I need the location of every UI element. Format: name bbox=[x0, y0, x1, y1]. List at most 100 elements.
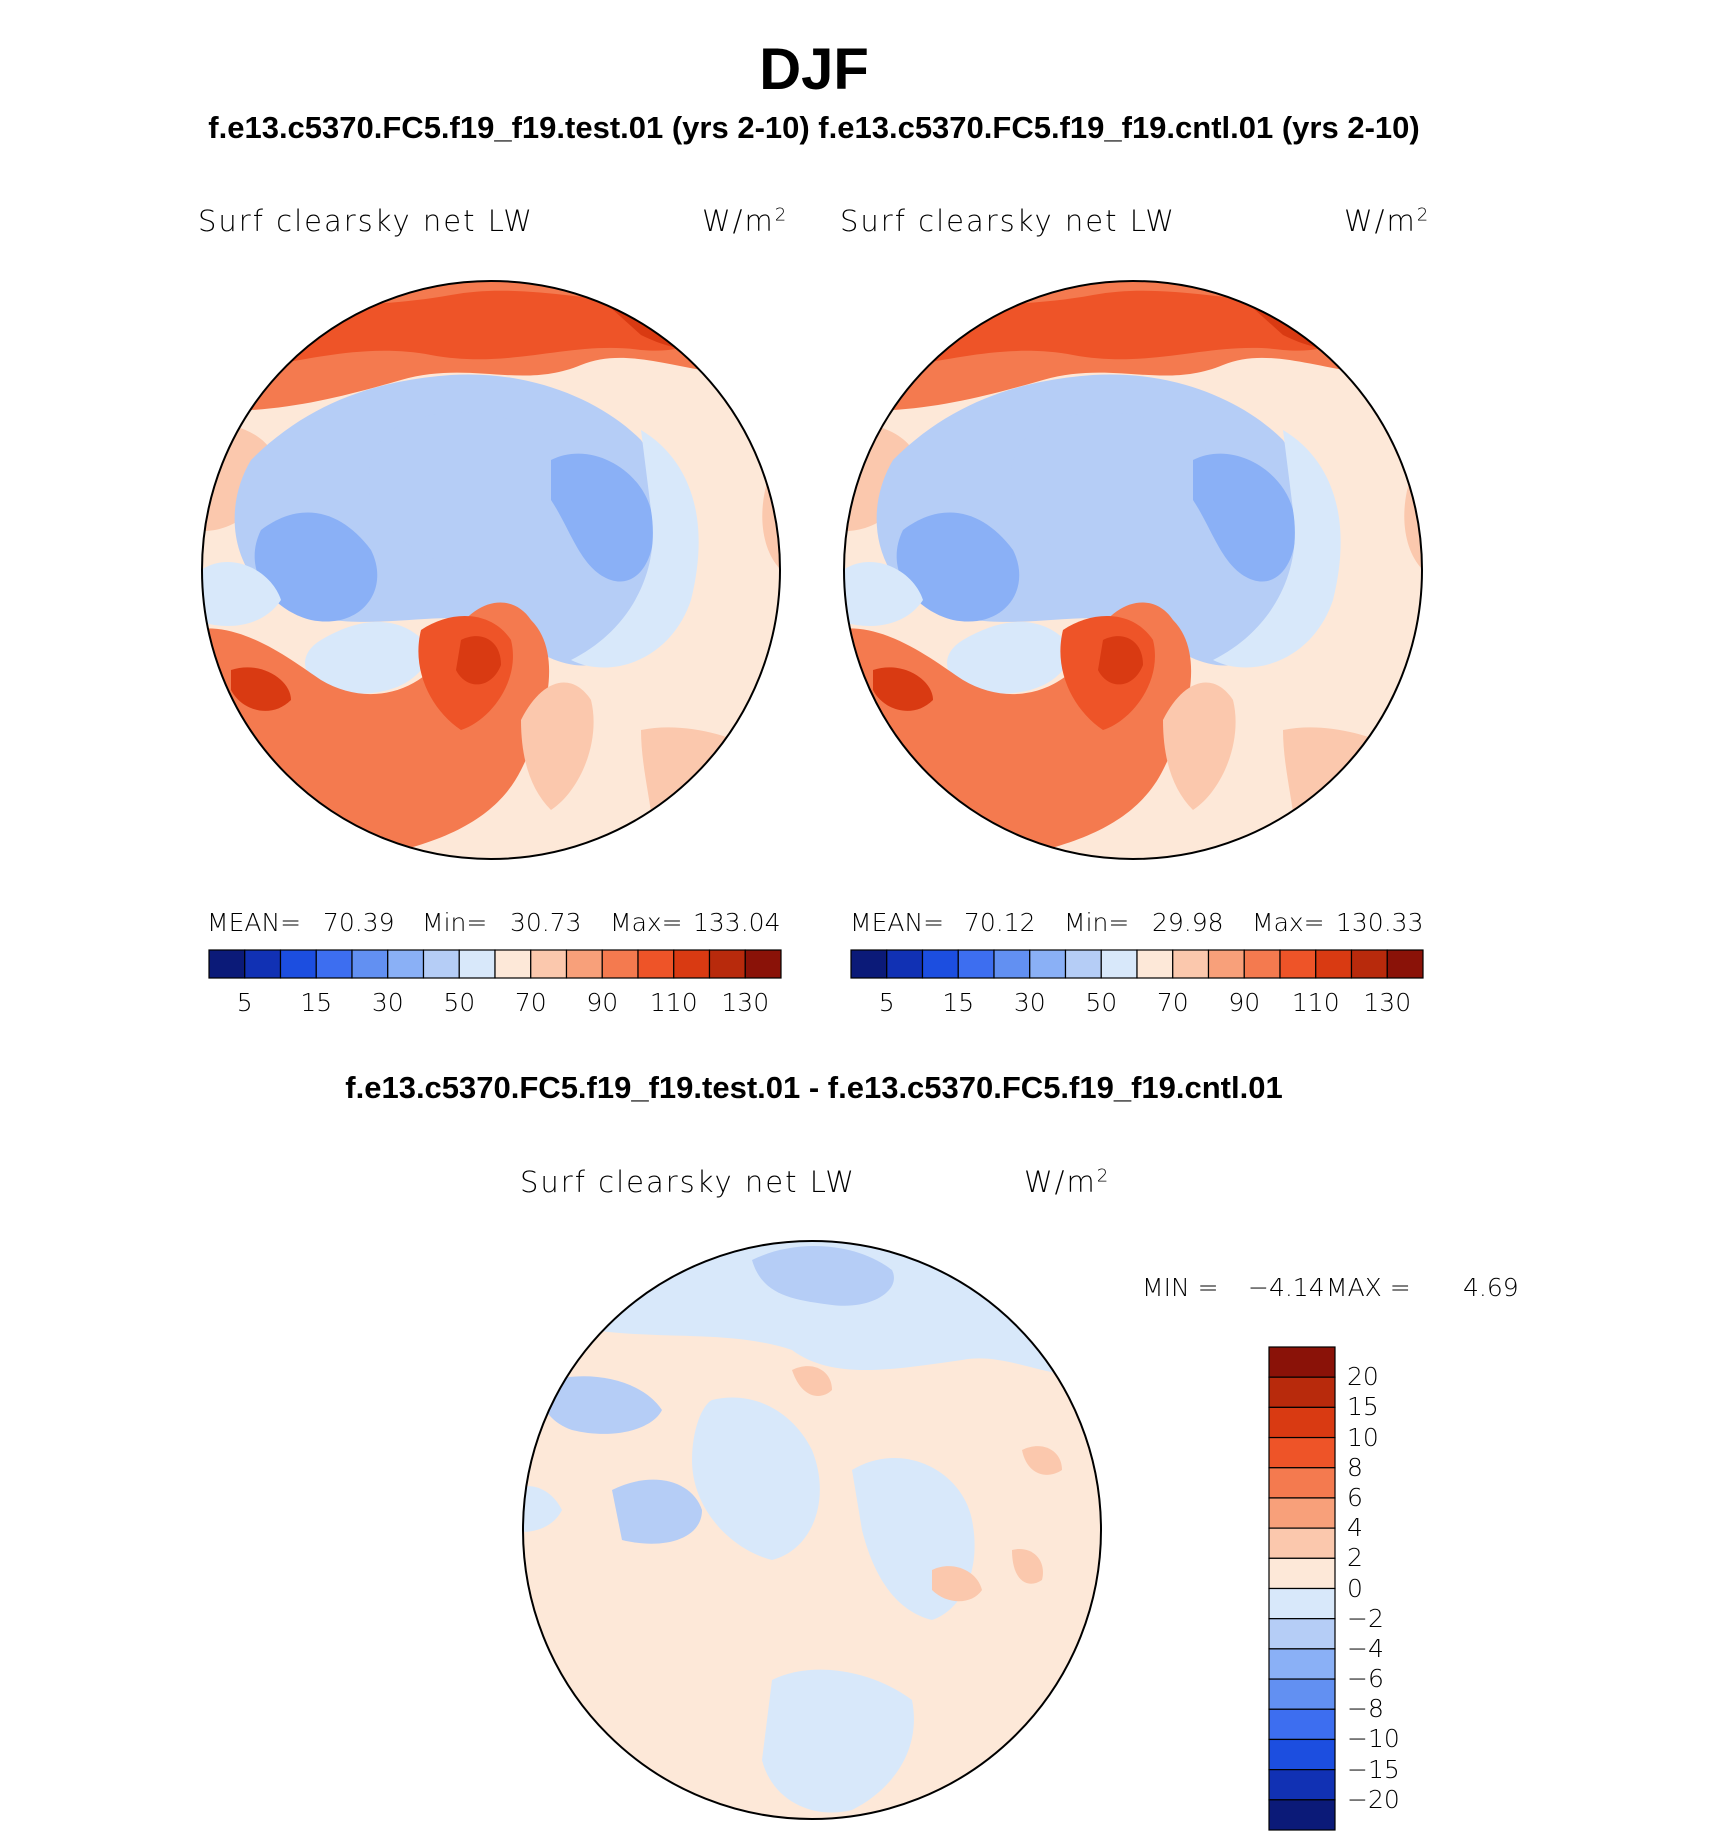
cntl-colorbar-swatch bbox=[1136, 949, 1174, 979]
test-colorbar-swatch bbox=[494, 949, 532, 979]
diff-colorbar-tick-label: −6 bbox=[1347, 1664, 1384, 1694]
test-mean-label: MEAN= bbox=[207, 908, 302, 937]
test-colorbar-swatch bbox=[530, 949, 568, 979]
diff-colorbar-tick-label: −15 bbox=[1347, 1754, 1400, 1784]
diff-max-label: MAX = bbox=[1326, 1273, 1411, 1302]
cntl-colorbar-swatch bbox=[993, 949, 1031, 979]
test-variable-label: Surf clearsky net LW bbox=[198, 204, 534, 238]
cntl-colorbar-swatch bbox=[886, 949, 924, 979]
cntl-colorbar-swatch bbox=[1172, 949, 1210, 979]
test-colorbar-swatch bbox=[422, 949, 460, 979]
cntl-colorbar-swatch bbox=[921, 949, 959, 979]
diff-colorbar-tick-label: −2 bbox=[1347, 1603, 1384, 1633]
test-colorbar-swatch bbox=[637, 949, 675, 979]
test-colorbar-swatch bbox=[387, 949, 425, 979]
test-colorbar-swatch bbox=[458, 949, 496, 979]
test-colorbar-swatch bbox=[565, 949, 603, 979]
test-colorbar-tick-label: 50 bbox=[443, 988, 476, 1017]
diff-colorbar-tick-label: 6 bbox=[1347, 1482, 1363, 1512]
main-title: DJF bbox=[759, 37, 869, 102]
test-colorbar-tick-label: 70 bbox=[514, 988, 547, 1017]
cntl-colorbar-swatch bbox=[1243, 949, 1281, 979]
test-mean-value: 70.39 bbox=[323, 908, 395, 937]
test-colorbar-swatch bbox=[673, 949, 711, 979]
test-colorbar-tick-label: 5 bbox=[236, 988, 253, 1017]
diff-colorbar-swatch bbox=[1268, 1738, 1336, 1771]
test-colorbar-tick-label: 130 bbox=[721, 988, 770, 1017]
difference-subtitle: f.e13.c5370.FC5.f19_f19.test.01 - f.e13.… bbox=[345, 1070, 1283, 1105]
test-polar-map bbox=[201, 280, 781, 860]
case-comparison-subtitle: f.e13.c5370.FC5.f19_f19.test.01 (yrs 2-1… bbox=[208, 110, 1420, 145]
test-colorbar-swatch bbox=[601, 949, 639, 979]
diff-colorbar-tick-label: −4 bbox=[1347, 1633, 1384, 1663]
test-colorbar-tick-label: 110 bbox=[649, 988, 698, 1017]
diff-colorbar-tick-label: 10 bbox=[1347, 1422, 1379, 1452]
diff-colorbar-tick-label: −8 bbox=[1347, 1694, 1384, 1724]
cntl-colorbar-swatch bbox=[1207, 949, 1245, 979]
test-colorbar-tick-label: 15 bbox=[300, 988, 333, 1017]
cntl-colorbar-swatch bbox=[1386, 949, 1424, 979]
diff-colorbar-tick-label: −20 bbox=[1347, 1784, 1400, 1814]
cntl-colorbar-swatch bbox=[1315, 949, 1353, 979]
diff-colorbar bbox=[1268, 1346, 1336, 1831]
test-units-label: W/m2 bbox=[702, 204, 789, 238]
cntl-colorbar-tick-label: 130 bbox=[1363, 988, 1412, 1017]
cntl-colorbar-tick-label: 5 bbox=[878, 988, 895, 1017]
diff-min-label: MIN = bbox=[1142, 1273, 1219, 1302]
cntl-colorbar-swatch bbox=[957, 949, 995, 979]
cntl-colorbar-tick-label: 70 bbox=[1156, 988, 1189, 1017]
cntl-colorbar-swatch bbox=[1029, 949, 1067, 979]
test-colorbar-swatch bbox=[351, 949, 389, 979]
cntl-colorbar-tick-label: 50 bbox=[1085, 988, 1118, 1017]
diff-colorbar-swatch bbox=[1268, 1436, 1336, 1469]
diff-colorbar-swatch bbox=[1268, 1799, 1336, 1831]
test-colorbar-swatch bbox=[244, 949, 282, 979]
test-max-label: Max= bbox=[610, 908, 683, 937]
diff-colorbar-tick-label: 8 bbox=[1347, 1452, 1363, 1482]
diff-colorbar-swatch bbox=[1268, 1618, 1336, 1650]
test-colorbar-swatch bbox=[208, 949, 246, 979]
cntl-colorbar-swatch bbox=[1100, 949, 1138, 979]
diff-colorbar-swatch bbox=[1268, 1497, 1336, 1529]
diff-colorbar-swatch bbox=[1268, 1648, 1336, 1680]
diff-colorbar-tick-label: 20 bbox=[1347, 1362, 1379, 1392]
diff-variable-label: Surf clearsky net LW bbox=[520, 1165, 856, 1199]
diff-colorbar-swatch bbox=[1268, 1678, 1336, 1710]
cntl-colorbar-swatch bbox=[1279, 949, 1317, 979]
diff-colorbar-swatch bbox=[1268, 1769, 1336, 1801]
cntl-colorbar-tick-label: 15 bbox=[942, 988, 975, 1017]
cntl-colorbar-swatch bbox=[850, 949, 888, 979]
diff-colorbar-tick-label: 15 bbox=[1347, 1392, 1379, 1422]
diff-colorbar-swatch bbox=[1268, 1708, 1336, 1741]
cntl-colorbar bbox=[850, 949, 1424, 979]
test-colorbar bbox=[208, 949, 782, 979]
diff-colorbar-swatch bbox=[1268, 1376, 1336, 1408]
cntl-polar-map bbox=[843, 280, 1423, 860]
cntl-colorbar-tick-label: 90 bbox=[1228, 988, 1261, 1017]
test-max-value: 133.04 bbox=[693, 908, 781, 937]
diff-colorbar-swatch bbox=[1268, 1587, 1336, 1620]
diff-colorbar-swatch bbox=[1268, 1527, 1336, 1559]
cntl-colorbar-swatch bbox=[1350, 949, 1388, 979]
diff-colorbar-tick-label: −10 bbox=[1347, 1724, 1400, 1754]
diff-polar-map bbox=[522, 1240, 1102, 1820]
test-colorbar-tick-label: 30 bbox=[371, 988, 404, 1017]
test-colorbar-tick-label: 90 bbox=[586, 988, 619, 1017]
diff-max-value: 4.69 bbox=[1463, 1273, 1519, 1302]
diff-colorbar-swatch bbox=[1268, 1346, 1336, 1378]
test-colorbar-swatch bbox=[315, 949, 353, 979]
diff-colorbar-swatch bbox=[1268, 1406, 1336, 1439]
diff-min-value: −4.14 bbox=[1248, 1273, 1325, 1302]
cntl-mean-label: MEAN= bbox=[850, 908, 945, 937]
cntl-variable-label: Surf clearsky net LW bbox=[840, 204, 1176, 238]
cntl-colorbar-swatch bbox=[1064, 949, 1102, 979]
cntl-units-label: W/m2 bbox=[1344, 204, 1431, 238]
diff-colorbar-tick-label: 4 bbox=[1347, 1513, 1363, 1543]
test-colorbar-swatch bbox=[279, 949, 317, 979]
test-colorbar-swatch bbox=[708, 949, 746, 979]
test-min-label: Min= bbox=[422, 908, 488, 937]
cntl-colorbar-tick-label: 110 bbox=[1291, 988, 1340, 1017]
diff-units-label: W/m2 bbox=[1024, 1165, 1111, 1199]
cntl-min-label: Min= bbox=[1064, 908, 1130, 937]
